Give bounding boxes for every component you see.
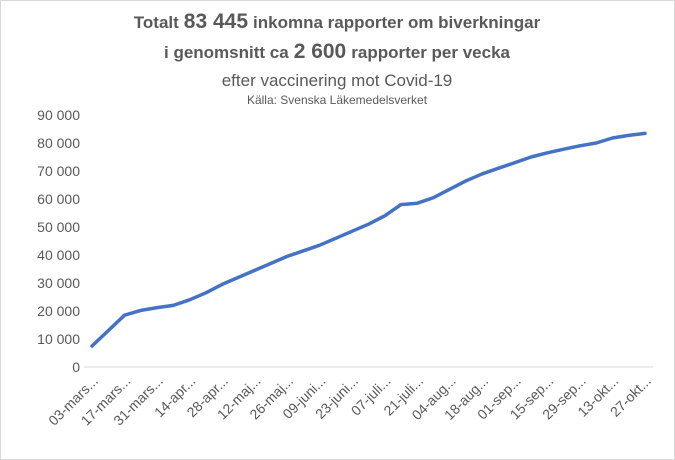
title-number: 2 600	[294, 40, 347, 63]
data-line	[90, 131, 647, 348]
y-tick-label: 80 000	[37, 135, 80, 151]
y-tick-label: 20 000	[37, 303, 80, 319]
y-tick-label: 10 000	[37, 331, 80, 347]
title-number: 83 445	[184, 10, 249, 33]
title-part: i genomsnitt ca	[164, 43, 289, 62]
subtitle: efter vaccinering mot Covid-19	[222, 71, 453, 90]
y-tick-label: 90 000	[37, 107, 80, 123]
title-line-2: i genomsnitt ca 2 600 rapporter per vecka	[164, 40, 511, 63]
y-tick-label: 70 000	[37, 163, 80, 179]
y-tick-label: 0	[72, 359, 80, 375]
title-part: Totalt	[134, 13, 179, 32]
y-tick-label: 40 000	[37, 247, 80, 263]
y-tick-label: 50 000	[37, 219, 80, 235]
y-tick-label: 30 000	[37, 275, 80, 291]
title-line-1: Totalt 83 445 inkomna rapporter om biverkn…	[134, 10, 541, 33]
y-tick-label: 60 000	[37, 191, 80, 207]
source: Källa: Svenska Läkemedelsverket	[247, 93, 428, 107]
title-part: inkomna rapporter om biverkningar	[253, 13, 541, 32]
title-part: rapporter per vecka	[351, 43, 510, 62]
